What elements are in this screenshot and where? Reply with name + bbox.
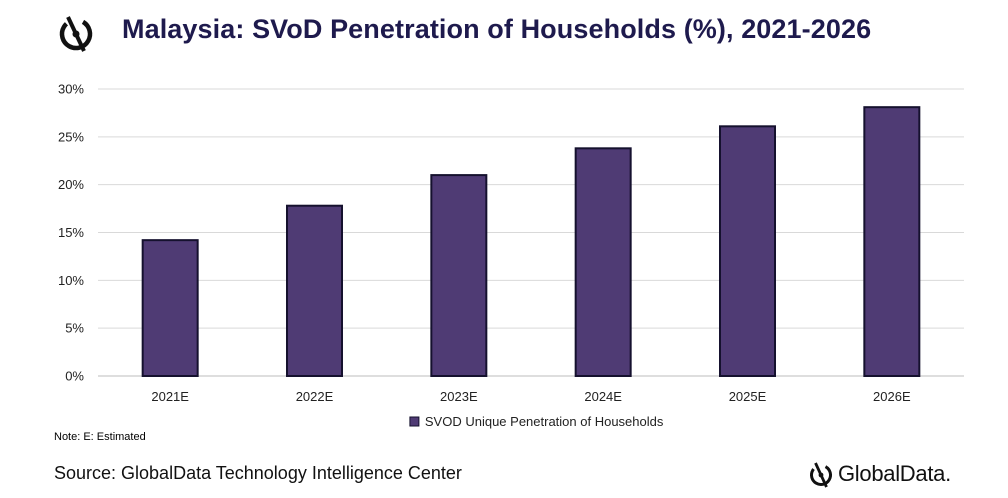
bar <box>141 239 199 377</box>
header: Malaysia: SVoD Penetration of Households… <box>0 0 1008 72</box>
bar <box>430 174 488 377</box>
bar-chart: 0% 5% 10% 15% 20% 25% 30% 2021E 2022E 2023E 2024E 2… <box>58 82 964 429</box>
legend-swatch <box>409 416 420 427</box>
y-tick-label: 0% <box>65 369 84 384</box>
y-tick-label: 20% <box>58 177 84 192</box>
globaldata-logo-icon <box>59 16 93 52</box>
page-title: Malaysia: SVoD Penetration of Households… <box>122 14 872 44</box>
y-tick-label: 5% <box>65 321 84 336</box>
bar <box>286 204 343 377</box>
x-tick-label: 2024E <box>584 389 622 404</box>
x-tick-label: 2023E <box>440 389 478 404</box>
bar <box>574 147 632 377</box>
x-tick-label: 2025E <box>729 389 767 404</box>
y-tick-label: 10% <box>58 273 84 288</box>
legend-label: SVOD Unique Penetration of Households <box>425 414 664 429</box>
x-tick-label: 2026E <box>873 389 911 404</box>
chart-note: Note: E: Estimated <box>54 431 146 443</box>
brand-logo: GlobalData. <box>808 459 978 493</box>
y-tick-label: 30% <box>58 82 84 97</box>
globaldata-brand-icon <box>810 462 832 488</box>
source-text: Source: GlobalData Technology Intelligen… <box>54 463 462 483</box>
x-tick-label: 2021E <box>151 389 189 404</box>
y-tick-label: 15% <box>58 225 84 240</box>
brand-name: GlobalData. <box>838 461 951 486</box>
bar <box>719 125 776 378</box>
bar <box>863 106 921 377</box>
chart-area: 0% 5% 10% 15% 20% 25% 30% 2021E 2022E 2023E 2024E 2… <box>30 74 980 444</box>
y-tick-label: 25% <box>58 129 84 144</box>
x-tick-label: 2022E <box>296 389 334 404</box>
